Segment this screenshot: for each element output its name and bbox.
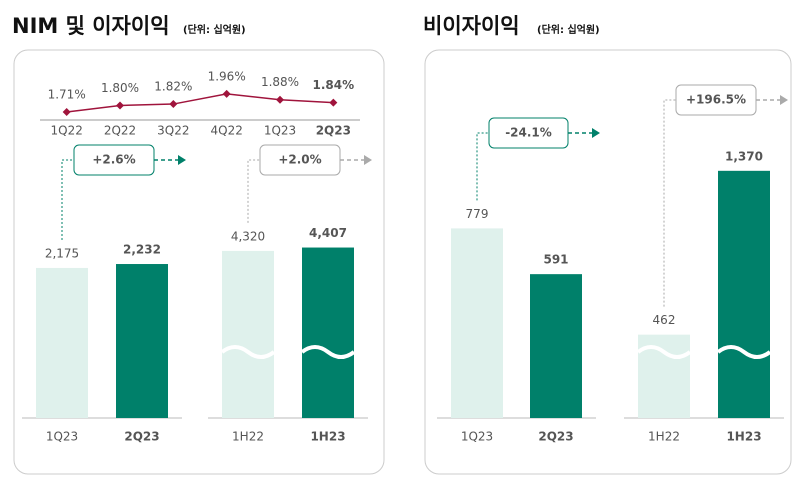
value-label: 1.88% bbox=[261, 75, 299, 89]
value-label: 591 bbox=[543, 253, 568, 267]
x-tick-label: 2Q23 bbox=[316, 124, 351, 138]
arrow-head bbox=[780, 95, 788, 105]
axis-break bbox=[300, 345, 356, 359]
x-tick-label: 2Q23 bbox=[124, 430, 159, 444]
bar bbox=[302, 247, 354, 418]
value-label: 4,320 bbox=[231, 229, 265, 243]
bar bbox=[116, 264, 168, 418]
panel-title: 비이자이익 bbox=[423, 14, 520, 38]
value-label: 2,175 bbox=[45, 246, 79, 260]
value-label: 1,370 bbox=[725, 149, 763, 163]
x-tick-label: 1H22 bbox=[648, 430, 680, 444]
axis-break bbox=[220, 345, 276, 359]
value-label: 1.96% bbox=[208, 69, 246, 83]
value-label: 779 bbox=[466, 207, 489, 221]
x-tick-label: 1H23 bbox=[310, 430, 345, 444]
value-label: 2,232 bbox=[123, 243, 161, 257]
point bbox=[276, 95, 284, 104]
x-tick-label: 1Q23 bbox=[46, 430, 78, 444]
arrow-head bbox=[178, 155, 186, 165]
value-label: 1.84% bbox=[313, 78, 355, 92]
annotation-connector bbox=[663, 99, 676, 307]
x-tick-label: 1H22 bbox=[232, 430, 264, 444]
panel-box bbox=[424, 49, 792, 475]
bar bbox=[222, 250, 274, 418]
value-label: 1.82% bbox=[154, 80, 192, 94]
x-tick-label: 1Q23 bbox=[461, 430, 493, 444]
axis-break bbox=[716, 345, 772, 359]
arrow-head bbox=[364, 155, 372, 165]
x-tick-label: 2Q23 bbox=[538, 430, 573, 444]
point bbox=[62, 108, 71, 117]
annotation: +2.6% bbox=[92, 153, 135, 167]
value-label: 4,407 bbox=[309, 226, 347, 240]
point bbox=[169, 100, 178, 109]
annotation: -24.1% bbox=[505, 126, 552, 140]
x-tick-label: 2Q22 bbox=[104, 124, 136, 138]
value-label: 462 bbox=[653, 313, 676, 327]
unit-label: (단위: 십억원) bbox=[183, 23, 246, 36]
bar bbox=[530, 274, 582, 418]
bar bbox=[718, 170, 770, 418]
annotation-connector bbox=[247, 159, 260, 223]
arrow-head bbox=[592, 128, 600, 138]
line bbox=[66, 93, 334, 113]
annotation: +196.5% bbox=[686, 93, 746, 107]
point bbox=[329, 98, 338, 107]
axis-break bbox=[636, 345, 692, 359]
x-tick-label: 1H23 bbox=[726, 430, 761, 444]
panel-title: NIM 및 이자이익 bbox=[12, 14, 170, 38]
x-tick-label: 1Q22 bbox=[50, 124, 82, 138]
bar bbox=[36, 267, 88, 418]
annotation: +2.0% bbox=[278, 153, 321, 167]
unit-label: (단위: 십억원) bbox=[537, 23, 600, 36]
point bbox=[222, 89, 231, 98]
x-tick-label: 3Q22 bbox=[157, 124, 189, 138]
x-tick-label: 4Q22 bbox=[210, 124, 242, 138]
value-label: 1.80% bbox=[101, 81, 139, 95]
value-label: 1.71% bbox=[48, 88, 86, 102]
point bbox=[116, 101, 124, 110]
x-tick-label: 1Q23 bbox=[264, 124, 296, 138]
bar bbox=[451, 228, 503, 418]
